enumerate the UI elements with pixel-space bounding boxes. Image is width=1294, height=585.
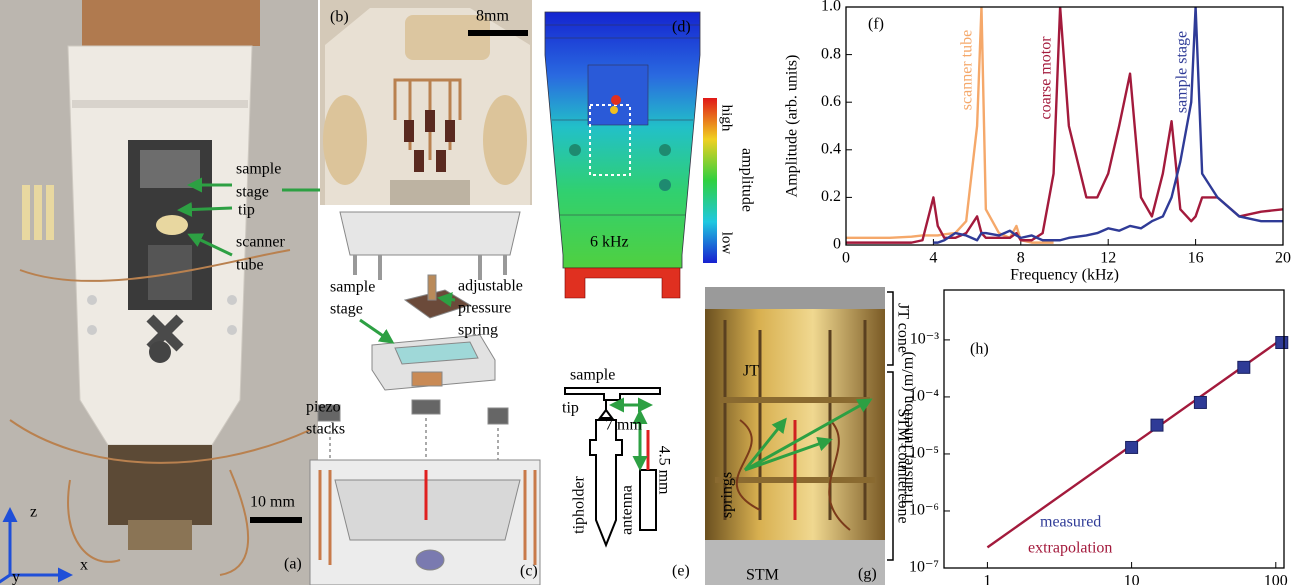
- x-axis-label: Frequency (kHz): [1010, 267, 1119, 284]
- label: antenna: [619, 485, 636, 535]
- x-tick-label: 100: [1264, 573, 1288, 585]
- label: stacks: [306, 421, 345, 438]
- y-tick-label: 0.6: [821, 93, 841, 110]
- x-tick-label: 0: [842, 250, 850, 267]
- page: {"panels": { "a": {"label": "(a)", "samp…: [0, 0, 1294, 585]
- label: 6 kHz: [590, 234, 629, 251]
- series-line: [846, 7, 1054, 243]
- scale-label: 10 mm: [250, 494, 295, 511]
- colorbar-label: low: [719, 232, 735, 255]
- y-tick-label: 1.0: [821, 0, 841, 15]
- panel-label: (c): [520, 563, 538, 580]
- label: 7 mm: [605, 417, 642, 434]
- axis-name: z: [30, 504, 37, 521]
- x-tick-label: 4: [929, 250, 937, 267]
- label: sample: [236, 161, 281, 178]
- panel-label: (f): [868, 16, 884, 33]
- y-tick-label: 0: [833, 236, 841, 253]
- x-tick-label: 12: [1100, 250, 1116, 267]
- label: sample: [570, 367, 615, 384]
- y-axis-label: Amplitude (arb. units): [784, 55, 801, 198]
- series-label: sample stage: [1174, 31, 1191, 113]
- axes-frame: [944, 290, 1284, 568]
- colorbar-title: amplitude: [738, 148, 755, 212]
- legend-label: extrapolation: [1028, 540, 1112, 557]
- photo-b: [320, 0, 532, 205]
- axis-name: x: [80, 557, 88, 574]
- panel-label: (a): [284, 556, 302, 573]
- x-tick-label: 16: [1188, 250, 1204, 267]
- label: stage: [236, 184, 269, 201]
- scale-label: 8mm: [476, 8, 509, 25]
- y-tick-label: 10⁻⁷: [909, 559, 939, 576]
- panel-label: (b): [330, 9, 349, 26]
- series-label: scanner tube: [959, 30, 976, 110]
- y-tick-label: 0.4: [821, 140, 841, 157]
- label: tipholder: [571, 475, 588, 533]
- y-tick-label: 0.2: [821, 188, 841, 205]
- label: STM: [746, 567, 779, 584]
- figure: sample stage tip scanner tube 10 mm (a) …: [0, 0, 1294, 585]
- label: stage: [330, 301, 363, 318]
- label: springs: [719, 472, 736, 518]
- panel-label: (g): [858, 566, 877, 583]
- label: tip: [238, 202, 255, 219]
- colorbar-label: high: [719, 105, 735, 132]
- label: tip: [562, 400, 579, 417]
- label: spring: [458, 322, 498, 339]
- panel-label: (d): [672, 19, 691, 36]
- photo-g: [705, 287, 893, 585]
- marker: [1276, 337, 1288, 349]
- label: JT: [743, 363, 759, 380]
- panel-label: (e): [672, 563, 690, 580]
- x-tick-label: 8: [1017, 250, 1025, 267]
- series-line: [846, 7, 1283, 243]
- marker: [1194, 396, 1206, 408]
- y-tick-label: 0.8: [821, 45, 841, 62]
- series-label: coarse motor: [1038, 36, 1055, 120]
- y-tick-label: 10⁻³: [910, 331, 939, 348]
- x-tick-label: 20: [1275, 250, 1291, 267]
- marker: [1126, 441, 1138, 453]
- marker: [1238, 361, 1250, 373]
- plot-area: [846, 7, 1283, 243]
- label: pressure: [458, 300, 511, 317]
- axis-name: y: [12, 569, 20, 585]
- marker: [1151, 419, 1163, 431]
- label: 4.5 mm: [655, 446, 672, 495]
- label: sample: [330, 279, 375, 296]
- label: scanner: [236, 234, 286, 251]
- legend-label: measured: [1040, 514, 1101, 531]
- label: tube: [236, 257, 264, 274]
- axes-frame: [846, 7, 1283, 245]
- label: adjustable: [458, 278, 523, 295]
- label: piezo: [306, 399, 341, 416]
- panel-label: (h): [970, 341, 989, 358]
- y-axis-label: Transfer function (m/m): [900, 352, 917, 507]
- simulation-d: [545, 12, 717, 298]
- x-tick-label: 10: [1124, 573, 1140, 585]
- drawing-c: [310, 212, 540, 585]
- x-tick-label: 1: [983, 573, 991, 585]
